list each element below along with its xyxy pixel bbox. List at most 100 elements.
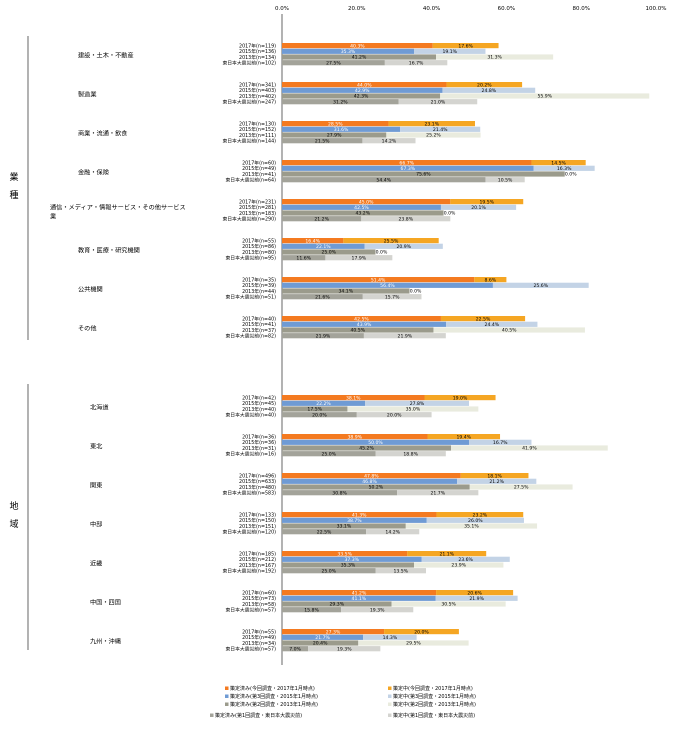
row-label: 2015年(n=633) [239,478,276,485]
data-label-decided: 56.4% [380,283,395,289]
group-label: その他 [78,324,97,332]
group-label: 建設・土木・不動産 [78,51,134,59]
bar-decided [282,82,447,88]
row-label: 2013年(n=134) [239,54,276,61]
data-label-decided: 25.0% [321,568,336,574]
data-label-pending: 8.6% [484,277,496,283]
row-label: 2015年(n=150) [239,517,276,524]
data-label-pending: 13.5% [393,568,408,574]
bar-decided [282,634,364,640]
legend-label: 策定済み(今回調査・2017年1月時点) [230,685,315,692]
data-label-pending: 30.5% [441,602,456,608]
bar-pending [450,199,524,205]
data-label-pending: 21.7% [430,490,445,496]
bar-pending [358,640,469,646]
legend-label: 策定済み(第1回調査・東日本大震災前) [215,712,302,719]
data-label-pending: 17.6% [458,43,473,49]
bar-pending [421,556,510,562]
data-label-pending: 15.7% [385,294,400,300]
row-label: 2015年(n=45) [242,400,276,407]
legend-label: 策定済み(第3回調査・2015年1月時点) [230,693,318,700]
data-label-decided: 67.3% [401,166,416,172]
data-label-pending: 20.2% [477,82,492,88]
bar-pending [442,87,536,93]
bar-pending [440,93,650,99]
data-label-decided: 44.0% [357,82,372,88]
bar-decided [282,490,398,496]
data-label-decided: 22.5% [317,529,332,535]
bar-pending [460,473,529,479]
data-label-decided: 34.1% [338,289,353,295]
data-label-decided: 27.9% [327,133,342,139]
row-label: 2015年(n=39) [242,282,276,289]
bar-decided [282,199,451,205]
data-label-decided: 45.2% [359,446,374,452]
bar-pending [436,54,554,60]
section-label: 種 [9,190,18,201]
row-label: 2013年(n=111) [239,132,276,139]
bar-decided [282,277,475,283]
data-label-decided: 75.6% [416,172,431,178]
row-label: 2015年(n=49) [242,165,276,172]
bar-pending [405,523,538,529]
data-label-decided: 25.0% [321,451,336,457]
bar-decided [282,138,363,144]
bar-decided [282,121,389,127]
bar-decided [282,316,441,322]
data-label-pending: 18.1% [487,473,502,479]
data-label-pending: 20.1% [471,205,486,211]
data-label-decided: 15.8% [304,607,319,613]
data-label-pending: 14.3% [383,635,398,641]
bar-pending [414,48,486,54]
group-label: 教育・医療・研究機関 [78,246,140,254]
data-label-pending: 24.8% [482,88,497,94]
row-label: 2013年(n=41) [242,171,276,178]
bar-pending [432,43,499,49]
bar-pending [435,595,518,601]
section-label: 業 [9,171,18,183]
bar-pending [474,277,507,283]
bar-pending [356,412,432,418]
bar-pending [436,512,524,518]
data-label-decided: 7.0% [289,646,301,652]
data-label-decided: 40.5% [350,328,365,334]
bar-pending [363,634,417,640]
row-label: 東日本大震災前(n=64) [226,177,277,184]
row-label: 東日本大震災前(n=120) [222,529,276,536]
legend-label: 策定済み(第2回調査・2013年1月時点) [230,701,318,708]
bar-pending [446,82,523,88]
data-label-decided: 25.0% [321,250,336,256]
data-label-pending: 14.2% [385,529,400,535]
row-label: 東日本大震災前(n=247) [222,99,276,106]
data-label-pending: 23.9% [451,563,466,569]
data-label-pending: 21.1% [439,551,454,557]
bar-pending [533,165,595,171]
data-label-decided: 42.3% [354,94,369,100]
section-label: 域 [9,518,18,530]
bar-pending [391,601,506,607]
row-label: 東日本大震災前(n=144) [222,138,276,145]
row-label: 2015年(n=152) [239,126,276,133]
bar-pending [364,243,443,249]
bar-pending [469,484,573,490]
data-label-decided: 22.1% [316,244,331,250]
group-label: 業 [50,212,56,220]
bar-decided [282,478,458,484]
row-label: 東日本大震災前(n=40) [226,412,277,419]
data-label-decided: 38.9% [347,434,362,440]
data-label-decided: 41.1% [352,596,367,602]
bar-decided [282,451,376,457]
bar-pending [400,126,481,132]
row-label: 2017年(n=185) [239,550,276,557]
row-label: 2017年(n=55) [242,237,276,244]
bar-pending [386,132,481,138]
data-label-decided: 21.6% [315,294,330,300]
bar-pending [440,204,517,210]
bar-decided [282,400,366,406]
bar-pending [343,238,439,244]
row-label: 2017年(n=119) [239,42,276,49]
row-label: 東日本大震災前(n=57) [226,607,277,614]
data-label-decided: 27.5% [326,60,341,66]
data-label-pending: 17.9% [352,255,367,261]
